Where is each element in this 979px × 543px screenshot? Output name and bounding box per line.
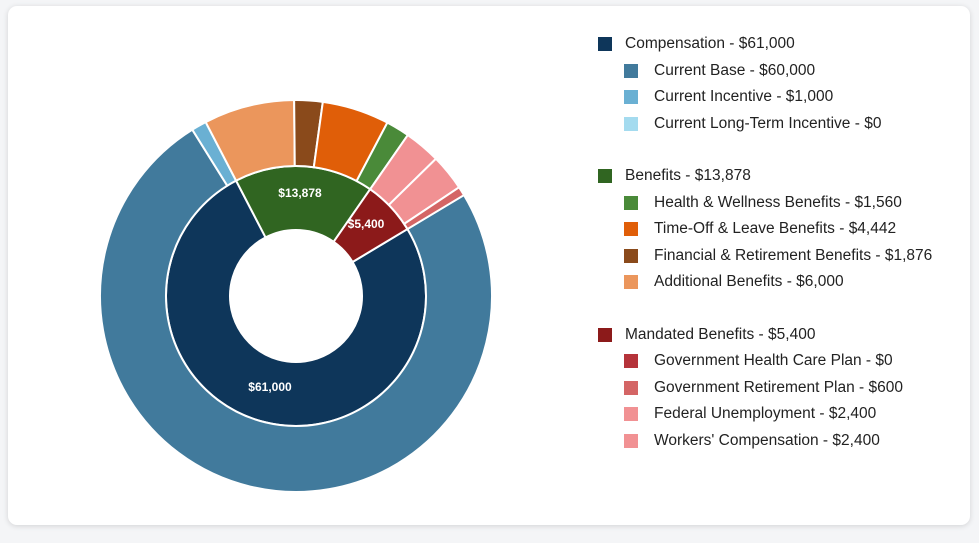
legend-swatch <box>624 433 638 448</box>
legend-label: Time-Off & Leave Benefits - $4,442 <box>654 220 897 237</box>
inner-ring <box>165 165 427 427</box>
legend-swatch <box>624 90 638 104</box>
slice-label-mandated-benefits: $5,400 <box>348 217 385 231</box>
legend-label: Benefits - $13,878 <box>625 167 751 184</box>
outer-slice-current-base[interactable] <box>99 128 493 493</box>
legend-swatch <box>624 354 638 368</box>
legend-label: Compensation - $61,000 <box>625 35 795 52</box>
legend-swatch <box>624 116 638 131</box>
legend-label: Health & Wellness Benefits - $1,560 <box>654 193 902 211</box>
legend-label: Federal Unemployment - $2,400 <box>654 405 877 422</box>
legend-swatch <box>624 222 638 236</box>
outer-slice-government-retirement-plan[interactable] <box>402 185 466 231</box>
legend-swatch <box>624 275 638 289</box>
outer-ring <box>99 98 493 493</box>
chart-card: $61,000 $13,878 $5,400 Compensation - $6… <box>8 6 970 525</box>
legend-label: Mandated Benefits - $5,400 <box>625 325 816 343</box>
legend-swatch <box>624 63 638 78</box>
donut-chart: $61,000 $13,878 $5,400 <box>99 98 493 493</box>
legend-swatch <box>598 327 612 342</box>
legend-swatch <box>624 407 638 421</box>
legend-label: Financial & Retirement Benefits - $1,876 <box>654 246 933 264</box>
slice-label-benefits: $13,878 <box>278 186 322 200</box>
legend-label: Current Long-Term Incentive - $0 <box>654 114 882 132</box>
legend-swatch <box>598 37 612 51</box>
legend-swatch <box>624 195 638 210</box>
legend-label: Workers' Compensation - $2,400 <box>654 431 880 449</box>
legend-label: Current Incentive - $1,000 <box>654 88 834 105</box>
slice-labels: $61,000 $13,878 $5,400 <box>248 186 384 394</box>
legend-label: Government Retirement Plan - $600 <box>654 378 903 396</box>
legend-swatch <box>598 169 612 183</box>
legend-label: Additional Benefits - $6,000 <box>654 273 844 290</box>
legend-label: Government Health Care Plan - $0 <box>654 352 893 369</box>
slice-label-compensation: $61,000 <box>248 380 292 394</box>
legend-swatch <box>624 248 638 263</box>
legend-label: Current Base - $60,000 <box>654 61 816 79</box>
legend-swatch <box>624 380 638 395</box>
